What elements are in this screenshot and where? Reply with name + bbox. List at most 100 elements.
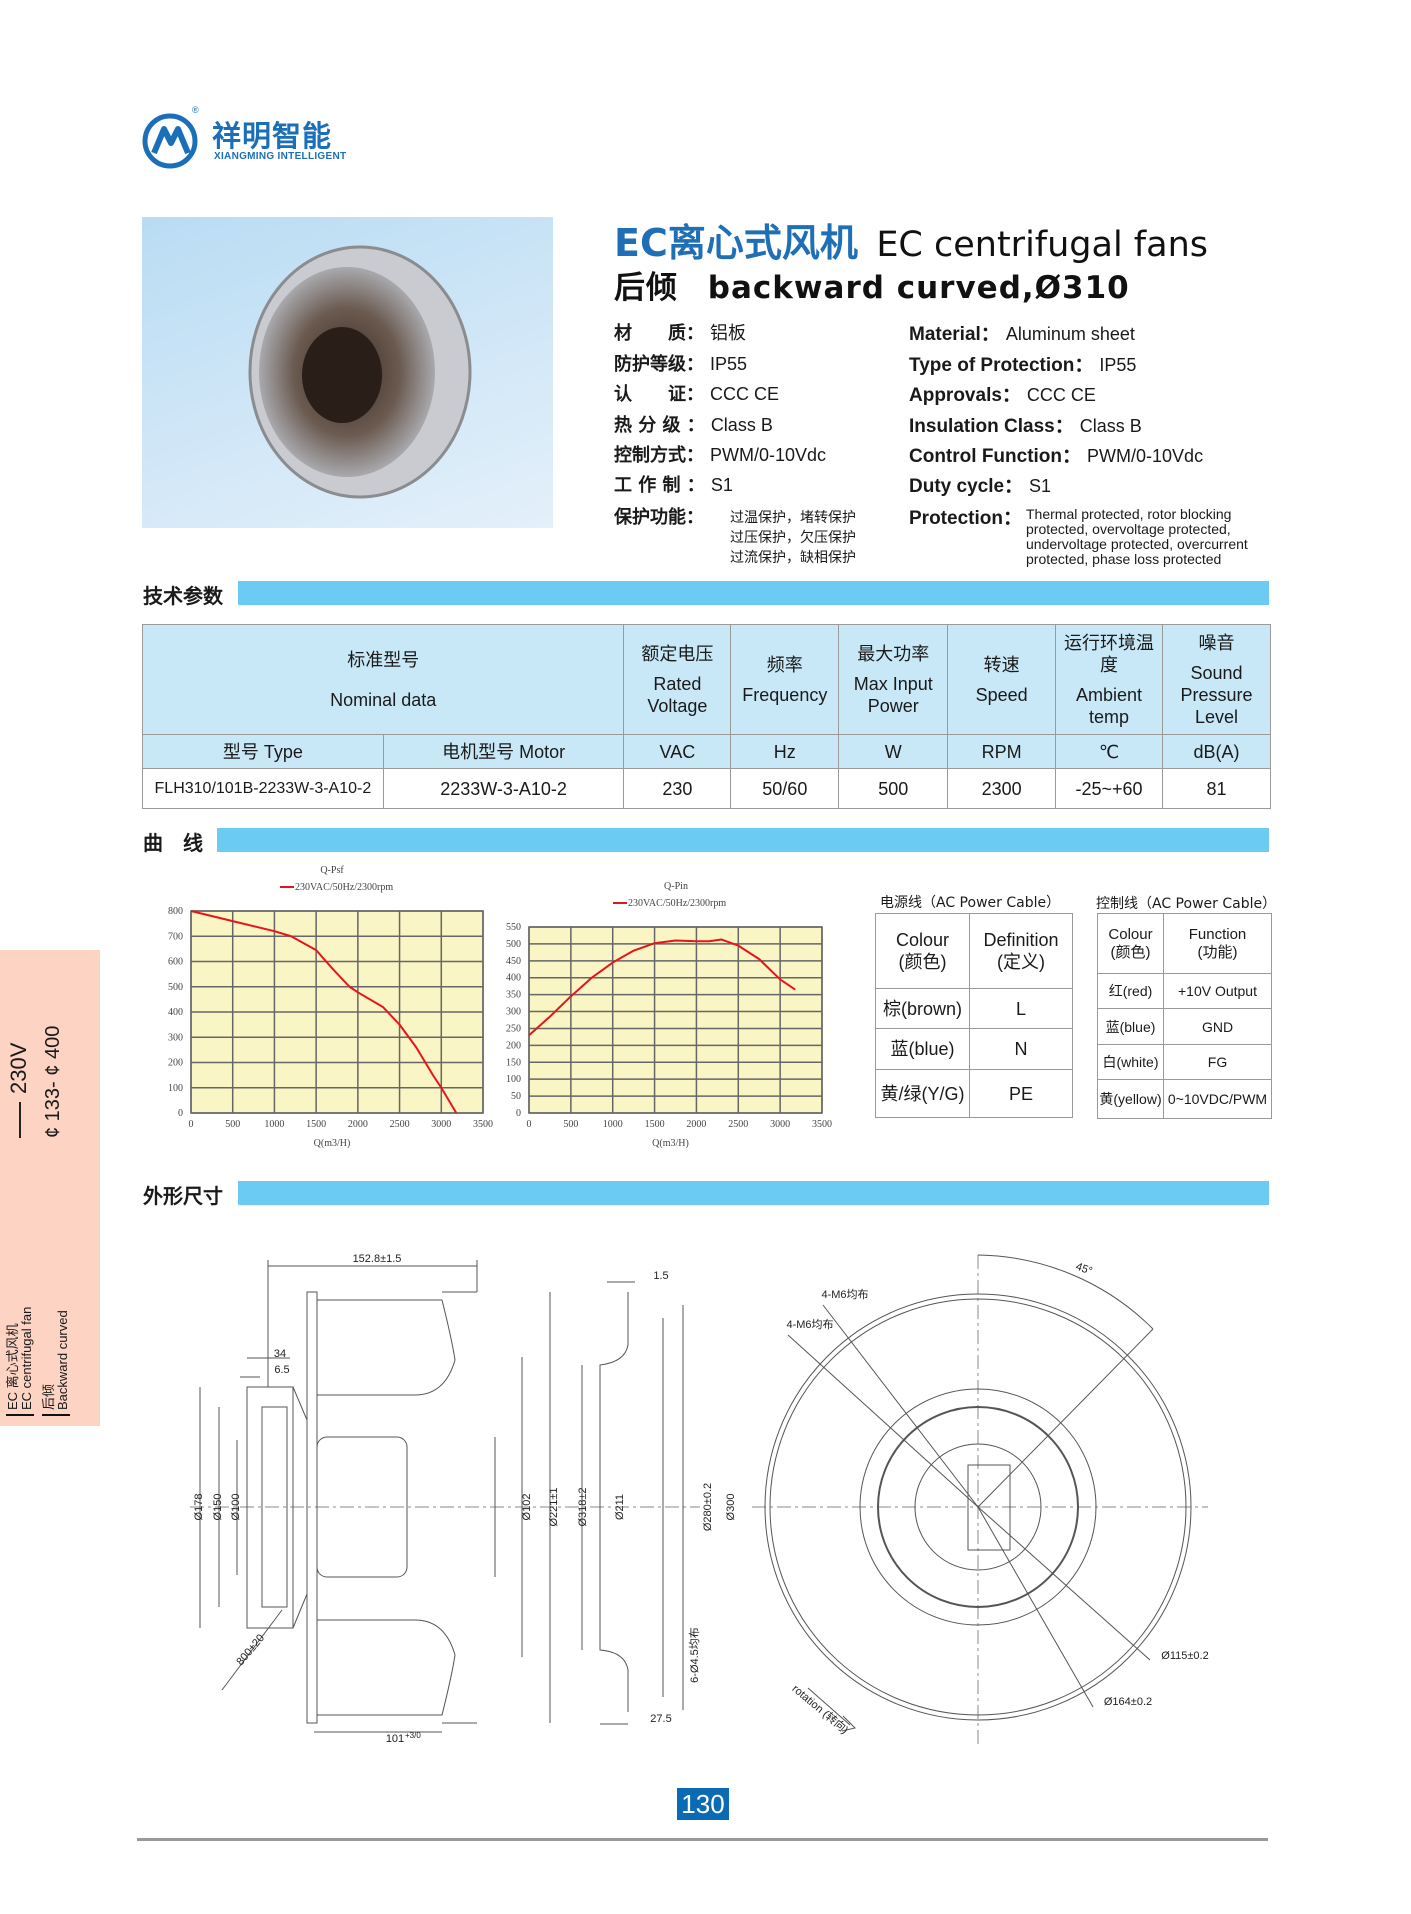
section-title-tech: 技术参数 bbox=[143, 584, 223, 608]
x-tick-label: 0 bbox=[527, 1119, 532, 1130]
dimension-label: 4-M6均布 bbox=[786, 1318, 833, 1331]
table-cell: 0~10VDC/PWM bbox=[1163, 1079, 1272, 1119]
legend-label: 230VAC/50Hz/2300rpm bbox=[628, 898, 726, 909]
spec-row: Protection： Thermal protected, rotor bloc… bbox=[909, 503, 1248, 567]
brand-logo: ® 祥明智能 XIANGMING INTELLIGENT bbox=[142, 105, 352, 169]
spec-value: CCC CE bbox=[710, 384, 780, 404]
column-header: Definition (定义) bbox=[969, 913, 1073, 989]
y-tick-label: 700 bbox=[168, 931, 183, 942]
spec-label: Material： bbox=[909, 324, 1000, 345]
table-cell: 230 bbox=[623, 768, 732, 809]
y-tick-label: 300 bbox=[506, 1007, 521, 1018]
chart-0: 0 500 1000 1500 2000 2500 3000 3500 0 100 200 300 40… bbox=[168, 865, 493, 1149]
spec-row: 工 作 制 ： S1 bbox=[614, 471, 733, 497]
x-tick-label: 3500 bbox=[473, 1119, 493, 1130]
table-cell: 黄/绿(Y/G) bbox=[875, 1069, 970, 1118]
header-cn: 转速 bbox=[983, 654, 1020, 675]
spec-row: Control Function： PWM/0-10Vdc bbox=[909, 441, 1203, 468]
table-cell: 81 bbox=[1161, 768, 1272, 809]
footer-divider bbox=[137, 1838, 1268, 1841]
x-tick-label: 3000 bbox=[770, 1119, 790, 1130]
sidebar-type-cn: 后倾 bbox=[41, 1383, 56, 1410]
sidebar-voltage: 230V bbox=[6, 1042, 31, 1094]
spec-value-line: 过温保护，堵转保护 bbox=[730, 509, 856, 525]
spec-value-line: 过压保护，欠压保护 bbox=[730, 529, 856, 545]
x-tick-label: 1500 bbox=[645, 1119, 665, 1130]
table-row: 蓝(blue) GND bbox=[1097, 1008, 1272, 1045]
column-header: 噪音 Sound Pressure Level bbox=[1161, 624, 1272, 735]
table-cell: 500 bbox=[838, 768, 949, 809]
subtitle-en: backward curved,Ø310 bbox=[707, 270, 1130, 306]
x-tick-label: 1500 bbox=[306, 1119, 326, 1130]
plot-area bbox=[528, 926, 823, 1114]
dimension-label: Ø115±0.2 bbox=[1161, 1650, 1208, 1662]
dimension-label: Ø280±0.2 bbox=[702, 1483, 714, 1531]
dimension-label: 800±20 bbox=[234, 1632, 267, 1668]
x-tick-label: 3500 bbox=[812, 1119, 832, 1130]
section-bar bbox=[217, 828, 1269, 852]
x-tick-label: 2000 bbox=[686, 1119, 706, 1130]
chart-title: Q-Pin bbox=[664, 881, 688, 892]
y-tick-label: 350 bbox=[506, 990, 521, 1001]
y-tick-label: 400 bbox=[506, 973, 521, 984]
unit-cell: 型号 Type bbox=[142, 734, 384, 769]
spec-label: 防护等级： bbox=[614, 354, 704, 375]
dimension-label: Ø100 bbox=[230, 1494, 242, 1521]
table-row: 蓝(blue) N bbox=[875, 1028, 1073, 1070]
unit-cell: RPM bbox=[947, 734, 1057, 769]
x-tick-label: 2500 bbox=[390, 1119, 410, 1130]
dimension-label: Ø211 bbox=[614, 1494, 626, 1520]
spec-value-line: undervoltage protected, overcurrent bbox=[1026, 536, 1248, 552]
page-number: 130 bbox=[677, 1788, 729, 1820]
header-cn: 最大功率 bbox=[857, 643, 930, 664]
front-view bbox=[752, 1254, 1208, 1745]
title-en: EC centrifugal fans bbox=[876, 225, 1208, 265]
spec-row: 保护功能： 过温保护，堵转保护 过压保护，欠压保护 过流保护，缺相保护 bbox=[614, 503, 856, 565]
y-tick-label: 200 bbox=[168, 1058, 183, 1069]
header-en: Speed bbox=[975, 684, 1028, 705]
x-tick-label: 500 bbox=[225, 1119, 240, 1130]
spec-label: Approvals： bbox=[909, 385, 1021, 406]
spec-value: S1 bbox=[710, 475, 733, 495]
y-tick-label: 300 bbox=[168, 1032, 183, 1043]
spec-label: 工 作 制 ： bbox=[614, 475, 705, 496]
header-en: Ambient temp bbox=[1076, 684, 1143, 727]
dimension-label: 45° bbox=[1074, 1261, 1094, 1278]
logo-mark-icon bbox=[142, 113, 198, 169]
section-bar bbox=[238, 581, 1269, 605]
series-line bbox=[190, 910, 458, 1114]
spec-row: 防护等级： IP55 bbox=[614, 350, 747, 376]
series-line bbox=[528, 938, 796, 1036]
y-tick-label: 0 bbox=[516, 1108, 521, 1119]
table-row: 白(white) FG bbox=[1097, 1044, 1272, 1080]
header-cn: 标准型号 bbox=[347, 649, 420, 670]
chart-title: Q-Psf bbox=[320, 865, 344, 876]
spec-label: 热 分 级 ： bbox=[614, 415, 705, 436]
spec-value: PWM/0-10Vdc bbox=[710, 445, 827, 465]
dimension-label: rotation (转向) bbox=[790, 1681, 852, 1736]
control-cable-table: Colour (颜色) Function (功能) 红(red) +10V Outpu… bbox=[1097, 913, 1272, 1119]
table-row: 红(red) +10V Output bbox=[1097, 973, 1272, 1009]
y-tick-label: 800 bbox=[168, 906, 183, 917]
spec-value: S1 bbox=[1029, 476, 1052, 496]
spec-value-line: 过流保护，缺相保护 bbox=[730, 549, 856, 565]
y-tick-label: 450 bbox=[506, 956, 521, 967]
x-tick-label: 500 bbox=[563, 1119, 578, 1130]
spec-row: Duty cycle： S1 bbox=[909, 471, 1051, 498]
registered-mark: ® bbox=[192, 105, 199, 115]
header-en: Frequency bbox=[742, 684, 828, 705]
table-cell: PE bbox=[969, 1069, 1073, 1118]
table-cell: 2300 bbox=[947, 768, 1057, 809]
y-tick-label: 250 bbox=[506, 1023, 521, 1034]
table-row: 黄(yellow) 0~10VDC/PWM bbox=[1097, 1079, 1272, 1119]
chart-1: 0 500 1000 1500 2000 2500 3000 3500 0 50 100 150 200… bbox=[506, 881, 832, 1149]
power-cable-table: Colour (颜色) Definition (定义) 棕(brown) L 蓝(blu… bbox=[875, 913, 1073, 1118]
section-title-curve: 曲 线 bbox=[143, 831, 203, 855]
spec-label: Type of Protection： bbox=[909, 355, 1094, 376]
y-tick-label: 500 bbox=[506, 939, 521, 950]
fan-image bbox=[248, 245, 472, 499]
unit-cell: W bbox=[838, 734, 949, 769]
section-title-dims: 外形尺寸 bbox=[143, 1184, 223, 1208]
unit-cell: dB(A) bbox=[1161, 734, 1272, 769]
brand-name-cn: 祥明智能 bbox=[212, 119, 333, 153]
